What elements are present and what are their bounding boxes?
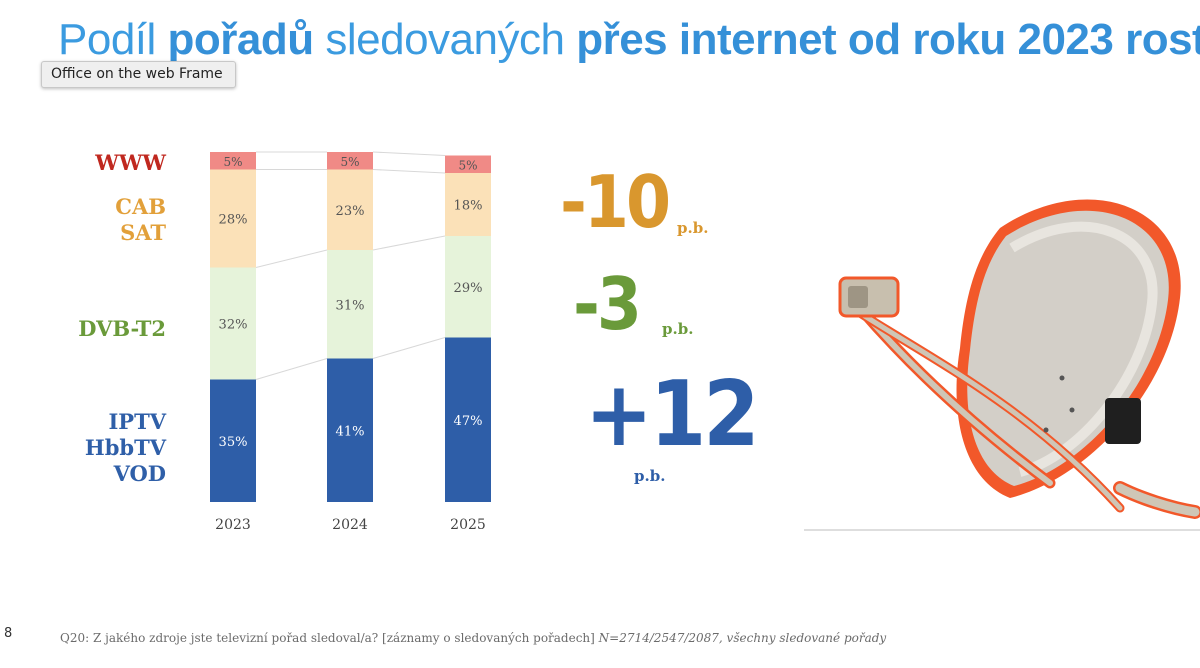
bar-segment <box>327 358 373 502</box>
bar-data-label: 35% <box>219 435 248 450</box>
bar-segment <box>445 155 491 173</box>
change-unit-cab-sat: p.b. <box>677 219 709 237</box>
bar-data-label: 18% <box>454 199 483 214</box>
bar-segment <box>445 236 491 338</box>
title-text-2: pořadů <box>167 15 315 64</box>
change-unit-dvb-t2: p.b. <box>662 320 694 338</box>
change-value-cab-sat: -10 <box>560 160 671 244</box>
satellite-dish-image <box>804 199 1200 531</box>
page-title: Podíl pořadů sledovaných přes internet o… <box>58 12 1200 68</box>
title-text-1: Podíl <box>58 15 168 64</box>
bar-data-label: 28% <box>219 213 248 228</box>
bar-data-label: 41% <box>336 424 365 439</box>
bar-segment <box>210 379 256 502</box>
category-label-cab-sat: CAB SAT <box>115 194 166 245</box>
bar-segment <box>210 169 256 268</box>
bar-data-label: 32% <box>219 318 248 333</box>
category-label-dvb-t2: DVB-T2 <box>78 316 166 341</box>
x-axis-tick-label: 2024 <box>332 517 368 533</box>
title-text-3: sledovaných <box>313 15 577 64</box>
bar-data-label: 29% <box>454 281 483 296</box>
bar-segment <box>327 250 373 359</box>
bar-data-label: 5% <box>223 155 242 169</box>
category-label-www: WWW <box>95 150 166 175</box>
change-value-dvb-t2: -3 <box>573 262 642 346</box>
bar-data-label: 5% <box>458 158 477 172</box>
bar-segment <box>445 173 491 236</box>
bar-data-label: 47% <box>454 414 483 429</box>
x-axis-tick-label: 2025 <box>450 517 486 533</box>
series-connector-line <box>372 337 446 359</box>
series-connector-line <box>372 235 446 251</box>
dish-mount <box>1105 398 1141 444</box>
frame-tooltip: Office on the web Frame <box>41 61 236 88</box>
title-text-4: přes internet od roku 2023 roste <box>576 15 1200 64</box>
bar-data-label: 23% <box>336 204 365 219</box>
x-axis-tick-label: 2023 <box>215 517 251 533</box>
bar-segment <box>327 169 373 250</box>
change-unit-iptv: p.b. <box>634 467 666 485</box>
category-label-iptv-hbbtv-vod: IPTV HbbTV VOD <box>84 409 166 486</box>
bar-segment <box>445 337 491 502</box>
change-value-iptv: +12 <box>585 362 760 467</box>
series-connector-line <box>255 249 328 268</box>
page-number: 8 <box>4 626 13 641</box>
bar-segment <box>210 267 256 380</box>
bar-segment <box>210 152 256 170</box>
bar-data-label: 31% <box>336 298 365 313</box>
footer-note: Q20: Z jakého zdroje jste televizní pořa… <box>60 631 886 645</box>
bar-segment <box>327 152 373 170</box>
series-connector-line <box>372 151 446 156</box>
bar-data-label: 5% <box>340 155 359 169</box>
footer-sample: N=2714/2547/2087, všechny sledované pořa… <box>598 631 887 645</box>
series-connector-line <box>372 169 446 174</box>
series-connector-line <box>255 358 328 380</box>
footer-question: Q20: Z jakého zdroje jste televizní pořa… <box>60 631 599 645</box>
